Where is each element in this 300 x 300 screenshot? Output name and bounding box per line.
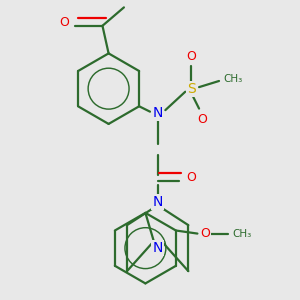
Text: O: O [200, 227, 210, 240]
Text: O: O [197, 113, 207, 126]
Text: N: N [152, 106, 163, 120]
Text: O: O [187, 171, 196, 184]
Text: O: O [59, 16, 69, 29]
Text: N: N [152, 195, 163, 209]
Text: CH₃: CH₃ [224, 74, 243, 85]
Text: N: N [152, 241, 163, 255]
Text: O: O [187, 50, 196, 63]
Text: S: S [187, 82, 196, 96]
Text: CH₃: CH₃ [233, 229, 252, 238]
